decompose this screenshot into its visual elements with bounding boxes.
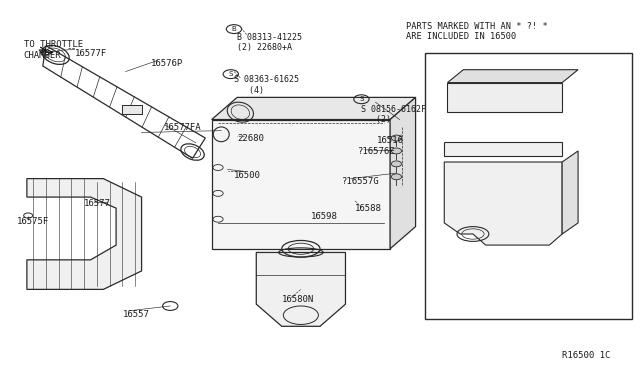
Text: B 08313-41225
(2) 22680+A: B 08313-41225 (2) 22680+A <box>237 33 302 52</box>
Polygon shape <box>390 97 415 249</box>
Text: 16588: 16588 <box>355 205 382 214</box>
Polygon shape <box>447 70 578 83</box>
Text: 16598: 16598 <box>543 258 570 267</box>
Bar <box>122 105 141 114</box>
Polygon shape <box>212 119 390 249</box>
Polygon shape <box>562 151 578 234</box>
Circle shape <box>392 174 401 180</box>
Text: PARTS MARKED WITH AN * ?! *
ARE INCLUDED IN 16500: PARTS MARKED WITH AN * ?! * ARE INCLUDED… <box>406 22 548 41</box>
Polygon shape <box>212 97 415 119</box>
Text: 16546: 16546 <box>502 97 529 106</box>
Polygon shape <box>444 162 562 245</box>
Polygon shape <box>256 253 346 326</box>
Text: 16557: 16557 <box>122 310 149 319</box>
Text: S: S <box>359 96 364 102</box>
Circle shape <box>392 135 401 141</box>
Text: 16516: 16516 <box>378 136 404 145</box>
Text: 16500: 16500 <box>234 171 261 180</box>
Text: 16576P: 16576P <box>151 59 184 68</box>
Text: 16500: 16500 <box>428 258 455 267</box>
Text: 16577F: 16577F <box>75 49 107 58</box>
Text: 16577FA: 16577FA <box>164 123 202 132</box>
Text: ?16576E: ?16576E <box>358 147 396 156</box>
Text: S 08363-61625
   (4): S 08363-61625 (4) <box>234 75 299 94</box>
Text: 16580N: 16580N <box>282 295 314 304</box>
Text: ?16557G: ?16557G <box>342 177 380 186</box>
Text: 16577: 16577 <box>84 199 111 208</box>
Polygon shape <box>447 83 562 112</box>
Text: 16598: 16598 <box>310 212 337 221</box>
Circle shape <box>392 161 401 167</box>
Text: 16575F: 16575F <box>17 217 49 227</box>
Circle shape <box>392 148 401 154</box>
Text: B: B <box>232 26 236 32</box>
Text: TO THROTTLE
CHAMBER: TO THROTTLE CHAMBER <box>24 40 83 60</box>
Polygon shape <box>444 142 562 157</box>
Bar <box>425 53 632 319</box>
Text: 22680: 22680 <box>237 134 264 143</box>
Text: R16500 1C: R16500 1C <box>561 350 610 359</box>
Polygon shape <box>27 179 141 289</box>
Text: S: S <box>228 71 233 77</box>
Polygon shape <box>122 105 141 114</box>
Text: S 08156-6162F
   (2): S 08156-6162F (2) <box>362 105 426 124</box>
